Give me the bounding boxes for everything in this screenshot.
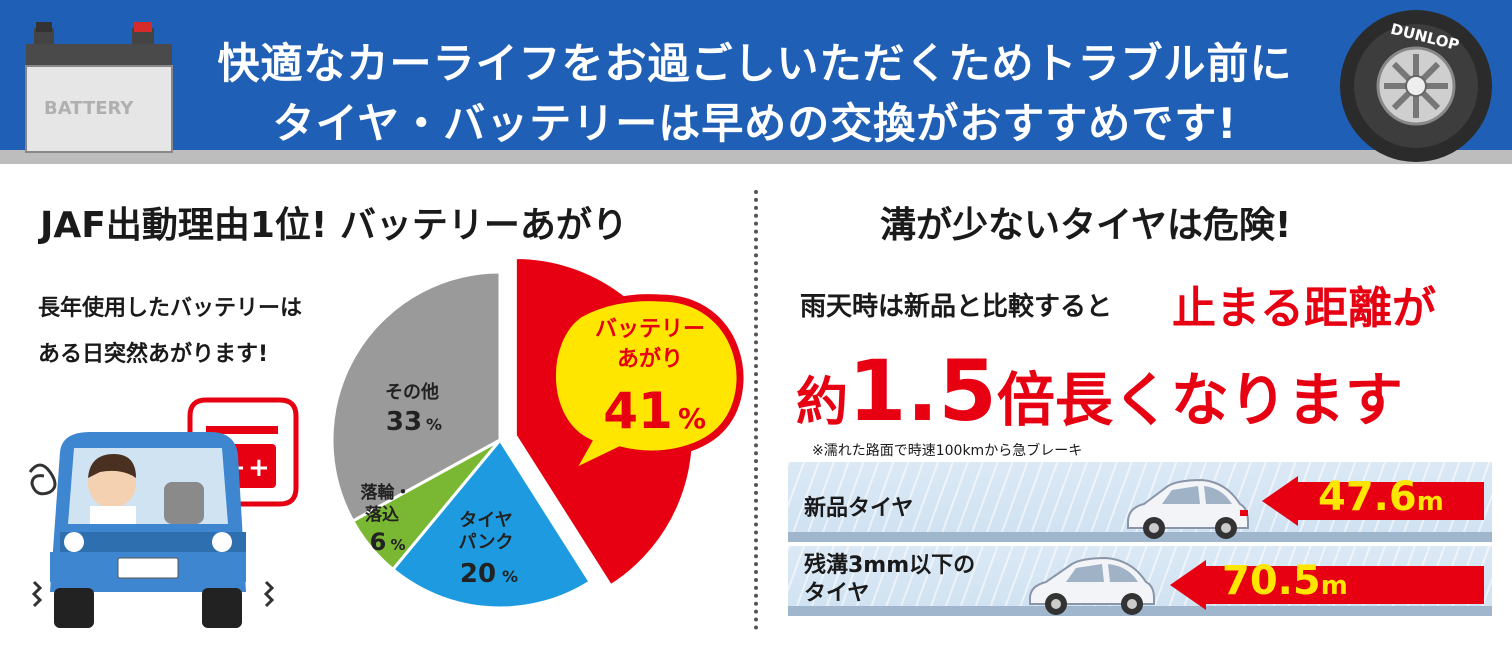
- battery-desc-line1: 長年使用したバッテリーは: [38, 296, 303, 321]
- car-icon: [1029, 556, 1155, 615]
- test-condition-note: ※濡れた路面で時速100kmから急ブレーキ: [812, 443, 1083, 459]
- battery-label: BATTERY: [44, 98, 134, 119]
- multiplier-headline: 約1.5倍長くなります: [796, 342, 1403, 440]
- callout-unit: %: [678, 402, 706, 435]
- svg-text:+: +: [248, 453, 270, 483]
- section-divider: [754, 190, 758, 630]
- lane-label-worn-tire-line1: 残溝3mm以下の: [804, 553, 976, 578]
- battery-pie-chart: バッテリー あがり 41 % その他 33 % 落輪・ 落込 6 % タイヤ パ…: [330, 256, 744, 610]
- slice-label-tire-name1: タイヤ: [459, 510, 512, 531]
- lane-label-worn-tire-line2: タイヤ: [804, 581, 870, 606]
- lane-new-tire: 新品タイヤ: [788, 462, 1492, 542]
- lane-label-worn-tire: 残溝3mm以下の タイヤ: [804, 552, 975, 608]
- multiplier-suffix: 倍長くなります: [996, 366, 1403, 434]
- slice-label-tire-value: 20: [460, 559, 496, 589]
- slice-label-tire-name2: パンク: [459, 532, 514, 553]
- header-banner: [0, 0, 1512, 150]
- distance-arrow-worn: [1170, 560, 1484, 610]
- distance-worn-unit: m: [1320, 571, 1348, 601]
- slice-label-other-value: 33: [386, 407, 422, 437]
- slice-label-fall-name1: 落輪・: [361, 482, 412, 503]
- rain-comparison-text: 雨天時は新品と比較すると: [800, 292, 1113, 322]
- tire-icon: DUNLOP: [1340, 10, 1492, 162]
- multiplier-prefix: 約: [796, 373, 849, 433]
- callout-line2: あがり: [617, 346, 683, 372]
- distance-worn-value: 70.5: [1222, 558, 1321, 604]
- callout-value: 41: [603, 382, 673, 440]
- distance-worn-tire: 70.5m: [1222, 558, 1348, 604]
- headline-line2: タイヤ・バッテリーは早めの交換がおすすめです!: [272, 99, 1238, 148]
- slice-label-other-unit: %: [426, 415, 442, 434]
- slice-other: [330, 270, 502, 523]
- slice-label-fall-unit: %: [390, 536, 405, 554]
- distance-arrow-new: [1262, 476, 1484, 526]
- slice-label-fall-name2: 落込: [365, 505, 399, 525]
- slice-label-tire-unit: %: [502, 567, 518, 586]
- distance-new-value: 47.6: [1318, 474, 1417, 520]
- distance-new-unit: m: [1416, 487, 1444, 517]
- callout-bubble: [549, 294, 744, 482]
- headline-line1: 快適なカーライフをお過ごしいただくためトラブル前に: [217, 39, 1293, 88]
- slice-tire-puncture: [390, 437, 593, 610]
- callout-line1: バッテリー: [595, 317, 705, 342]
- distance-new-tire: 47.6m: [1318, 474, 1444, 520]
- lane-label-new-tire: 新品タイヤ: [804, 496, 914, 521]
- battery-icon: BATTERY: [25, 22, 173, 153]
- multiplier-number: 1.5: [848, 342, 997, 440]
- battery-desc-line2: ある日突然あがります!: [38, 342, 269, 367]
- car-icon: [1127, 478, 1249, 539]
- stopping-distance-text: 止まる距離が: [1172, 283, 1436, 334]
- banner-shadow: [0, 150, 1512, 164]
- slice-label-fall-value: 6: [370, 528, 387, 556]
- battery-section-title: JAF出動理由1位! バッテリーあがり: [40, 205, 628, 246]
- tire-section-title: 溝が少ないタイヤは危険!: [880, 205, 1292, 246]
- stalled-car-illustration: − +: [28, 397, 299, 628]
- road-strip: [788, 532, 1492, 542]
- slice-label-other-name: その他: [385, 381, 439, 403]
